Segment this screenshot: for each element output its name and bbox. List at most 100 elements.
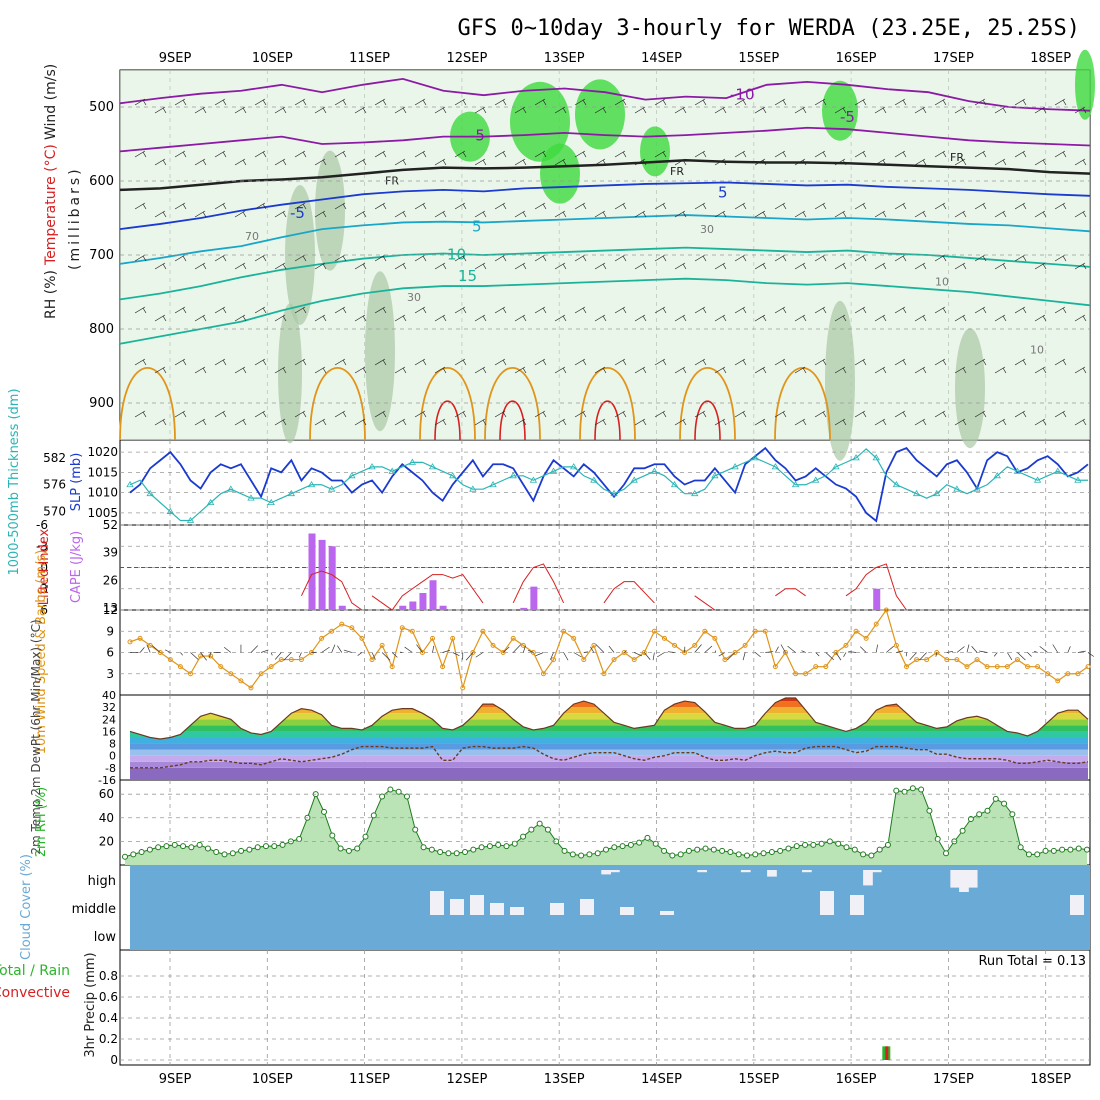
temp-tick-label: 16 <box>102 725 116 738</box>
wind-speed-point <box>379 642 385 648</box>
rh2m-point <box>810 841 817 848</box>
wind-speed-point <box>440 664 446 670</box>
wind-barb-10m <box>623 650 627 653</box>
wind-barb <box>554 418 567 426</box>
wind-speed-point <box>1045 671 1051 677</box>
wind-speed-point <box>601 671 607 677</box>
wind-barb <box>154 210 167 218</box>
wind-barb <box>1054 98 1067 106</box>
wind-barb <box>754 262 767 270</box>
wind-barb-10m <box>595 644 605 653</box>
cape-bar <box>429 580 437 610</box>
wind-barb-10m <box>522 645 526 653</box>
rh2m-point <box>777 847 784 854</box>
wind-barb <box>194 106 207 114</box>
wind-speed-point <box>692 642 698 648</box>
wind-speed-point <box>258 671 264 677</box>
rh2m-point <box>395 788 402 795</box>
wind-barb <box>674 366 687 374</box>
wind-barb <box>174 306 187 314</box>
isotherm-label: 15 <box>458 267 477 285</box>
wind-barb <box>674 314 687 322</box>
wind-barb <box>1014 254 1027 262</box>
wind-barb <box>334 202 347 210</box>
cape-bar <box>399 605 407 610</box>
wind-barb <box>914 106 927 114</box>
isotherm-line <box>119 277 1091 345</box>
wind-barb <box>314 366 327 374</box>
wind-barb <box>1074 210 1087 218</box>
wind-barb-10m <box>787 645 796 653</box>
wind-barb <box>294 410 307 418</box>
wind-barb <box>474 262 487 270</box>
thickness-tick-label: 570 <box>43 505 66 519</box>
wind-speed-point <box>813 664 819 670</box>
rh2m-point <box>180 843 187 850</box>
thickness-marker <box>569 463 578 470</box>
wind-barb <box>414 150 427 158</box>
wind-speed-point <box>1035 664 1041 670</box>
wind-barb <box>294 254 307 262</box>
wind-barb <box>1054 202 1067 210</box>
thickness-marker <box>711 472 719 479</box>
wind-barb-10m <box>1077 650 1086 653</box>
wind-barb <box>734 98 747 106</box>
wind-barb <box>834 366 847 374</box>
temp-bands <box>130 698 1088 780</box>
wind-barb-10m <box>139 647 145 653</box>
wind-speed-point <box>389 664 395 670</box>
wind-barb <box>574 150 587 158</box>
wind-barb <box>494 150 507 158</box>
cape-bar <box>530 586 538 610</box>
wind-barb <box>754 366 767 374</box>
wind-barb <box>754 106 767 114</box>
wind-barb-10m <box>742 652 746 661</box>
rh2m-point <box>462 849 469 856</box>
thickness-marker <box>751 454 759 461</box>
wind-barb-10m <box>801 650 806 653</box>
rh2m-point <box>694 846 701 853</box>
cape-ylabel: CAPE (J/kg) <box>69 531 84 603</box>
wind-barb <box>754 158 767 166</box>
ylabel-wind10: 10m Wind Speed & Barbs (m/s) <box>34 550 49 755</box>
wind-barb <box>854 254 867 262</box>
wind-barb <box>674 106 687 114</box>
thickness-marker <box>489 480 497 488</box>
wind-barb <box>994 262 1007 270</box>
wind-barb-10m <box>843 652 847 657</box>
wind-barb <box>734 254 747 262</box>
wind-barb <box>654 254 667 262</box>
wind-barb <box>514 210 527 218</box>
wind-barb-10m <box>321 646 330 653</box>
rh2m-ylabel: 2m RH (%) <box>34 787 49 858</box>
thickness-marker <box>469 485 477 492</box>
wind-barb <box>434 314 447 322</box>
ylabel-wind: Wind (m/s) <box>43 64 59 140</box>
slp-line <box>129 446 1089 523</box>
rh2m-point <box>578 852 585 859</box>
wind-barb <box>534 410 547 418</box>
wind-barb <box>154 106 167 114</box>
wind-speed-point <box>218 664 224 670</box>
wind-speed-point <box>500 650 506 655</box>
wind-speed-point <box>450 635 456 641</box>
cape-bar <box>338 605 346 610</box>
rh2m-point <box>495 841 502 848</box>
slp-tick-label: 1015 <box>87 465 118 479</box>
thickness-marker <box>287 489 296 497</box>
thickness-tick-label: 576 <box>43 478 66 492</box>
isotherm-label: 5 <box>472 217 482 235</box>
wind-barb <box>634 158 647 166</box>
precip-tick-label: 0.8 <box>99 969 118 983</box>
cloud-mid-cell <box>620 907 634 915</box>
thickness-marker <box>206 498 215 506</box>
wind-tick-label: 6 <box>106 646 114 660</box>
wind-barb <box>214 306 227 314</box>
precip-tick-label: 0.4 <box>99 1011 118 1025</box>
wind-barb <box>894 254 907 262</box>
wind-speed-point <box>974 657 980 663</box>
wind-barb <box>414 202 427 210</box>
temp-ylabel: 2m Temp 2m DewPt (6hr Min/Max) (°C) <box>29 619 43 854</box>
rh2m-point <box>793 843 800 850</box>
